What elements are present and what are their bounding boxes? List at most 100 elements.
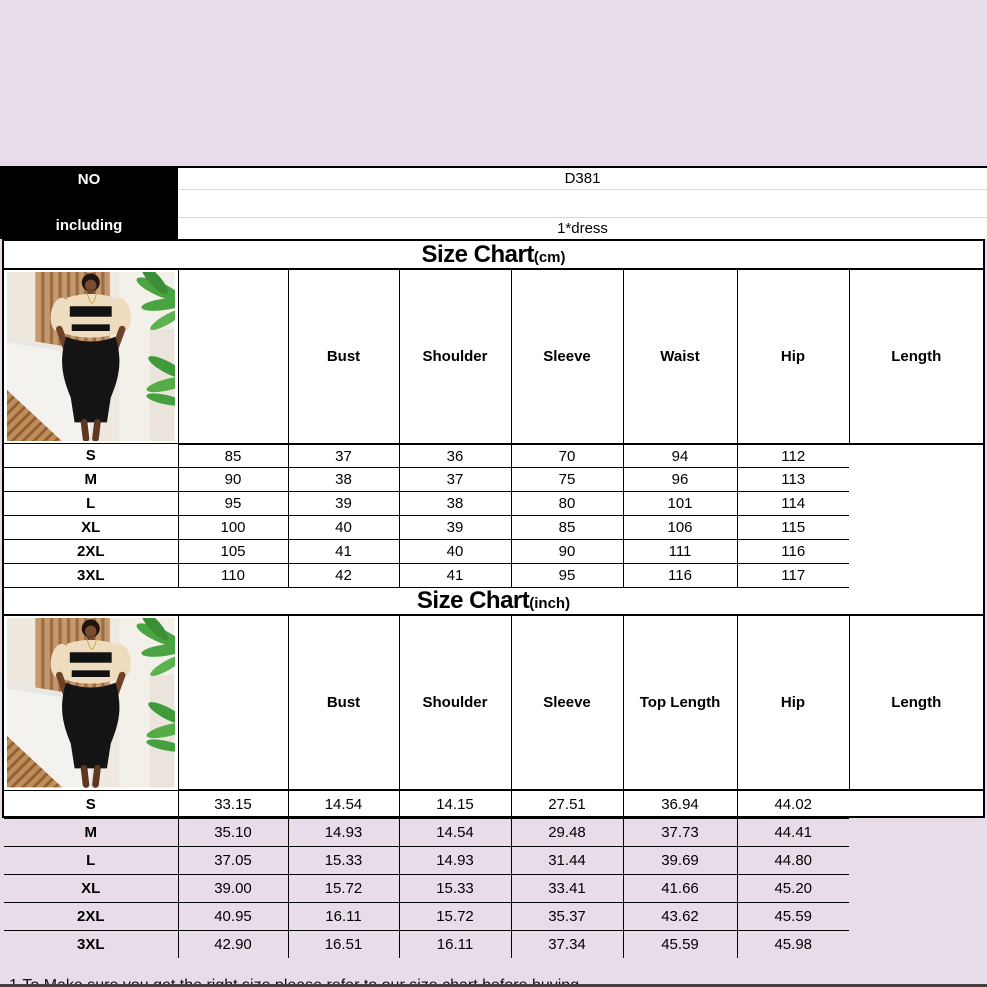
cell-xl-shoulder: 40 [287,515,400,541]
cell-s-length: 112 [736,443,849,469]
row-label-s: S [4,443,179,469]
cell-xl-bust: 39.00 [177,873,289,903]
row-label-3xl: 3XL [4,563,179,589]
cell-2xl-top-length: 35.37 [510,901,624,931]
col-header-hip: Hip [736,616,850,792]
note-line-1: 1.To Make sure you get the right size,pl… [9,977,584,987]
row-label-2xl: 2XL [4,539,179,565]
cell-2xl-length: 116 [736,539,849,565]
cell-s-bust: 33.15 [177,789,289,819]
size-column-blank-header [177,616,289,792]
cell-l-bust: 95 [177,491,289,517]
cell-3xl-length: 117 [736,563,849,589]
cell-xl-waist: 85 [510,515,624,541]
size-chart-cm-unit: (cm) [533,248,566,266]
cell-s-top-length: 27.51 [510,789,624,819]
size-row-2xl: 2XL 40.95 16.11 15.72 35.37 43.62 45.59 [4,901,983,931]
cell-l-bust: 37.05 [177,845,289,875]
cell-xl-shoulder: 15.72 [287,873,400,903]
cell-2xl-shoulder: 16.11 [287,901,400,931]
cell-xl-sleeve: 39 [398,515,512,541]
size-row-s: S 33.15 14.54 14.15 27.51 36.94 44.02 [4,789,983,819]
size-chart-cm-title-text: Size Chart [421,240,534,268]
col-header-top-length: Top Length [622,616,738,792]
cell-xl-length: 115 [736,515,849,541]
cell-m-waist: 75 [510,467,624,493]
cell-l-shoulder: 15.33 [287,845,400,875]
size-chart-inch-unit: (inch) [529,595,571,613]
cell-3xl-shoulder: 16.51 [287,929,400,959]
cell-l-length: 44.80 [736,845,849,875]
size-chart-inch-table: Bust Shoulder Sleeve Top Length Hip Length S 33… [4,616,983,959]
col-header-length: Length [848,616,983,792]
cell-m-bust: 35.10 [177,817,289,847]
size-chart-box: Size Chart (cm) [2,239,985,987]
col-header-waist: Waist [622,270,738,445]
row-label-m: M [4,817,179,847]
col-header-bust: Bust [287,616,400,792]
size-row-m: M 90 38 37 75 96 113 [4,467,983,493]
size-chart-cm-title: Size Chart (cm) [4,241,983,270]
palm-leaves-mid [146,356,175,406]
cell-s-hip: 94 [622,443,738,469]
cell-l-sleeve: 14.93 [398,845,512,875]
size-row-3xl: 3XL 110 42 41 95 116 117 [4,563,983,589]
size-row-2xl: 2XL 105 41 40 90 111 116 [4,539,983,565]
product-info-empty-row [178,190,987,218]
cell-3xl-sleeve: 41 [398,563,512,589]
cell-m-hip: 37.73 [622,817,738,847]
cell-2xl-length: 45.59 [736,901,849,931]
size-row-s: S 85 37 36 70 94 112 [4,443,983,469]
col-header-shoulder: Shoulder [398,616,512,792]
col-header-hip: Hip [736,270,850,445]
cell-2xl-sleeve: 15.72 [398,901,512,931]
size-row-xl: XL 100 40 39 85 106 115 [4,515,983,541]
cell-2xl-hip: 43.62 [622,901,738,931]
cell-s-sleeve: 36 [398,443,512,469]
row-label-2xl: 2XL [4,901,179,931]
cell-2xl-hip: 111 [622,539,738,565]
cell-3xl-sleeve: 16.11 [398,929,512,959]
cell-l-waist: 80 [510,491,624,517]
cell-3xl-shoulder: 42 [287,563,400,589]
size-row-xl: XL 39.00 15.72 15.33 33.41 41.66 45.20 [4,873,983,903]
cell-m-length: 113 [736,467,849,493]
row-label-3xl: 3XL [4,929,179,959]
row-label-l: L [4,845,179,875]
cell-s-length: 44.02 [736,789,849,819]
cell-3xl-bust: 42.90 [177,929,289,959]
size-row-m: M 35.10 14.93 14.54 29.48 37.73 44.41 [4,817,983,847]
cell-2xl-bust: 105 [177,539,289,565]
cell-3xl-length: 45.98 [736,929,849,959]
cell-2xl-sleeve: 40 [398,539,512,565]
col-header-sleeve: Sleeve [510,270,624,445]
sizing-notes: 1.To Make sure you get the right size,pl… [4,958,983,987]
product-including-value: 1*dress [557,220,608,237]
size-chart-cm-table: Bust Shoulder Sleeve Waist Hip Length S 85 37 36 7… [4,270,983,589]
row-label-s: S [4,789,179,819]
cell-s-waist: 70 [510,443,624,469]
cell-m-shoulder: 14.93 [287,817,400,847]
col-header-bust: Bust [287,270,400,445]
col-header-sleeve: Sleeve [510,616,624,792]
cell-m-hip: 96 [622,467,738,493]
cell-2xl-bust: 40.95 [177,901,289,931]
cell-xl-bust: 100 [177,515,289,541]
product-info-values: D381 1*dress [178,168,987,239]
cell-3xl-top-length: 37.34 [510,929,624,959]
cell-xl-hip: 41.66 [622,873,738,903]
model [50,619,131,788]
palm-leaves-top [136,618,175,677]
model [50,273,131,442]
size-row-l: L 95 39 38 80 101 114 [4,491,983,517]
row-label-xl: XL [4,873,179,903]
size-column-blank-header [177,270,289,445]
cell-xl-length: 45.20 [736,873,849,903]
row-label-xl: XL [4,515,179,541]
cell-s-shoulder: 14.54 [287,789,400,819]
cell-3xl-hip: 116 [622,563,738,589]
cell-3xl-hip: 45.59 [622,929,738,959]
cell-xl-hip: 106 [622,515,738,541]
product-info-label-cell: NO including [0,168,178,239]
product-info-table: NO including D381 1*dress [0,166,987,239]
